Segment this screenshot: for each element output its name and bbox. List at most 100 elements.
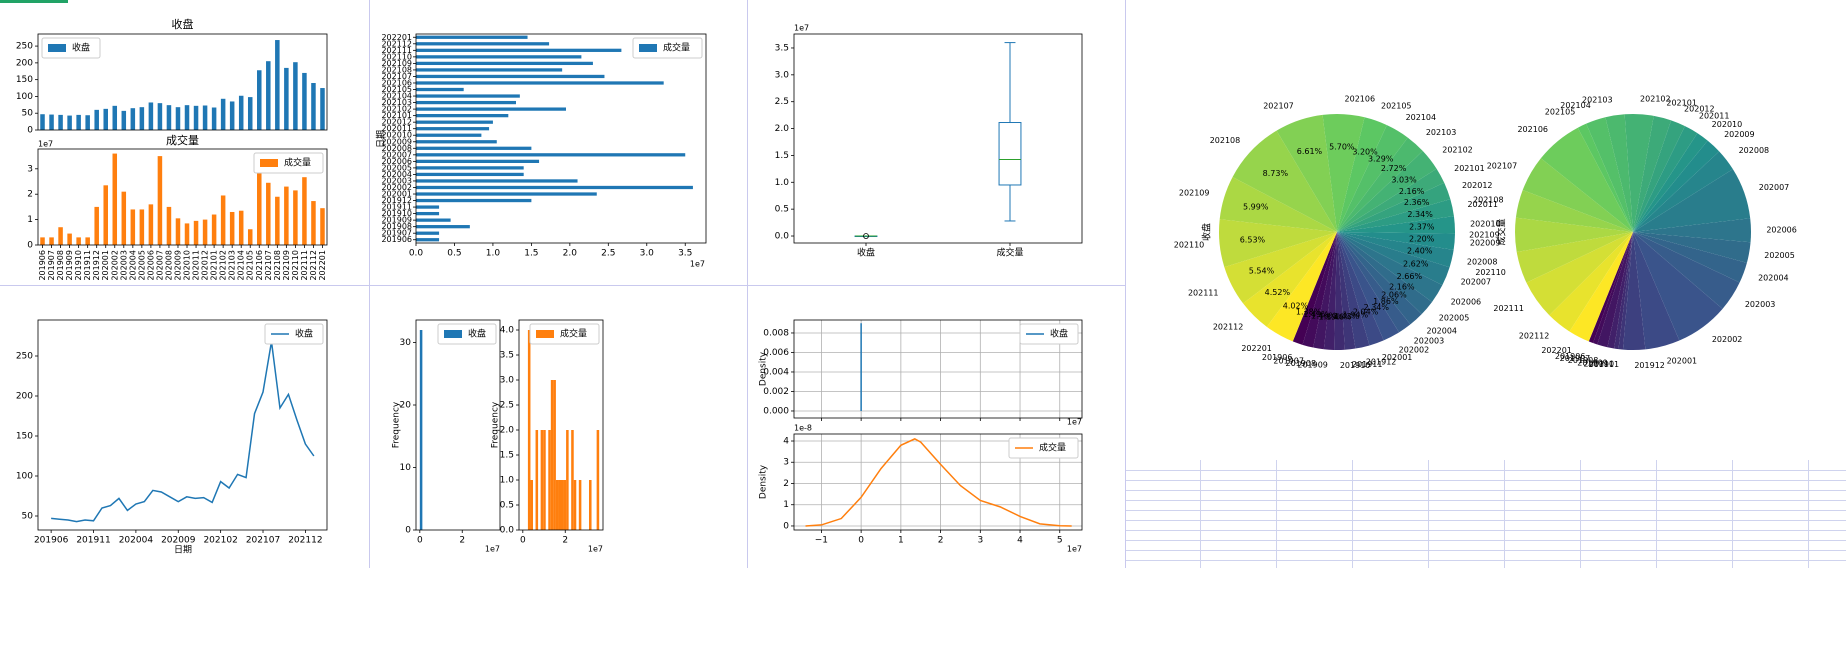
y-tick-label: 0.0 bbox=[500, 526, 515, 536]
bar bbox=[416, 87, 464, 92]
slice-label: 201909 bbox=[1297, 361, 1328, 370]
legend-label: 成交量 bbox=[284, 157, 311, 169]
line bbox=[51, 341, 315, 523]
x-tick-label: 202004 bbox=[128, 250, 137, 281]
histogram-bar bbox=[566, 430, 569, 530]
pie-slice bbox=[1633, 120, 1686, 232]
bar bbox=[416, 238, 440, 242]
legend-swatch bbox=[639, 44, 657, 52]
x-tick-label: 201910 bbox=[74, 250, 83, 281]
bar bbox=[103, 185, 108, 245]
y-tick-label: 20 bbox=[400, 401, 412, 411]
y-tick-label: 202001 bbox=[381, 190, 412, 199]
pie-slice bbox=[1633, 151, 1733, 232]
slice-value-label: 5.54% bbox=[1249, 266, 1275, 275]
bar bbox=[67, 115, 72, 130]
histogram-bar bbox=[550, 380, 554, 530]
pie-slice bbox=[1633, 232, 1723, 341]
offset-text: 1e7 bbox=[690, 260, 705, 269]
slice-label: 202109 bbox=[1469, 231, 1500, 240]
y-tick-label: 4.0 bbox=[500, 326, 515, 336]
y-tick-label: 202109 bbox=[381, 59, 412, 68]
x-tick-label: 202103 bbox=[228, 250, 237, 281]
offset-text: 1e7 bbox=[588, 545, 603, 554]
y-tick-label: 0.000 bbox=[763, 406, 789, 416]
axes-frame bbox=[793, 319, 1083, 419]
slice-label: 201912 bbox=[1634, 361, 1665, 370]
pie-slice bbox=[1633, 126, 1698, 232]
slice-label: 202102 bbox=[1640, 94, 1671, 103]
bar bbox=[94, 109, 99, 130]
y-tick-label: 0.002 bbox=[763, 387, 789, 397]
slice-label: 202107 bbox=[1487, 161, 1518, 170]
slice-value-label: 1.43% bbox=[1334, 312, 1360, 321]
x-tick-label: 成交量 bbox=[996, 247, 1023, 259]
bar bbox=[416, 166, 524, 170]
slice-label: 202109 bbox=[1179, 189, 1210, 198]
pie-slice bbox=[1526, 232, 1633, 316]
bar bbox=[257, 163, 262, 245]
slice-value-label: 8.73% bbox=[1263, 169, 1289, 178]
slice-label: 201911 bbox=[1589, 360, 1620, 369]
bar bbox=[85, 115, 90, 130]
bar bbox=[416, 192, 597, 196]
slice-value-label: 2.72% bbox=[1381, 164, 1407, 173]
y-tick-label: 202107 bbox=[381, 72, 412, 81]
y-tick-label: 202201 bbox=[381, 33, 412, 42]
axis-label: 收盘 bbox=[1201, 223, 1213, 241]
subplot-title: 收盘 bbox=[172, 17, 194, 31]
pie-slice bbox=[1588, 232, 1633, 344]
pie-slice bbox=[1337, 232, 1455, 250]
x-tick-label: 202003 bbox=[119, 250, 128, 281]
pie-slice bbox=[1337, 232, 1433, 315]
bar bbox=[139, 107, 145, 130]
x-tick-label: 202004 bbox=[119, 536, 154, 546]
bar bbox=[49, 237, 54, 245]
bar bbox=[85, 237, 90, 245]
offset-text: 1e7 bbox=[1067, 418, 1082, 427]
y-tick-label: 202102 bbox=[381, 105, 412, 114]
slice-value-label: 5.99% bbox=[1243, 203, 1269, 212]
slice-label: 201908 bbox=[1286, 359, 1317, 368]
bar bbox=[320, 208, 325, 245]
legend-label: 收盘 bbox=[72, 42, 90, 54]
slice-label: 202009 bbox=[1470, 239, 1501, 248]
slice-label: 202105 bbox=[1381, 102, 1412, 111]
bar bbox=[238, 95, 244, 130]
slice-label: 202005 bbox=[1439, 314, 1470, 323]
pie-slice bbox=[1337, 232, 1370, 349]
pie-slice bbox=[1337, 232, 1356, 350]
y-tick-label: 0.008 bbox=[763, 328, 789, 338]
legend-box bbox=[41, 37, 101, 59]
x-tick-label: 202102 bbox=[219, 250, 228, 281]
slice-label: 202012 bbox=[1684, 104, 1715, 113]
bar bbox=[416, 179, 578, 183]
bar bbox=[416, 120, 493, 124]
bar bbox=[121, 110, 127, 130]
x-tick-label: 202108 bbox=[273, 250, 282, 281]
bar bbox=[275, 40, 280, 130]
bar bbox=[416, 140, 497, 144]
bar bbox=[293, 62, 298, 131]
pie-slice bbox=[1337, 117, 1387, 232]
y-tick-label: 3 bbox=[27, 164, 33, 174]
histogram-bar bbox=[527, 330, 531, 530]
bar bbox=[166, 206, 172, 245]
slice-label: 202004 bbox=[1426, 326, 1457, 335]
pie-slice bbox=[1633, 115, 1672, 232]
slice-value-label: 2.66% bbox=[1397, 272, 1423, 281]
pie-slice bbox=[1633, 232, 1751, 263]
slice-label: 202111 bbox=[1493, 304, 1524, 313]
slice-label: 202005 bbox=[1764, 251, 1795, 260]
y-tick-label: 30 bbox=[400, 338, 412, 348]
slice-label: 202006 bbox=[1766, 225, 1797, 234]
slice-value-label: 1.94% bbox=[1343, 310, 1369, 319]
pie-slice bbox=[1337, 168, 1445, 232]
slice-label: 202011 bbox=[1699, 112, 1730, 121]
histogram-bar bbox=[553, 380, 556, 530]
x-tick-label: 202005 bbox=[137, 250, 146, 281]
slice-value-label: 4.52% bbox=[1265, 288, 1291, 297]
slice-label: 202105 bbox=[1545, 107, 1576, 116]
pie-slice bbox=[1334, 232, 1345, 350]
